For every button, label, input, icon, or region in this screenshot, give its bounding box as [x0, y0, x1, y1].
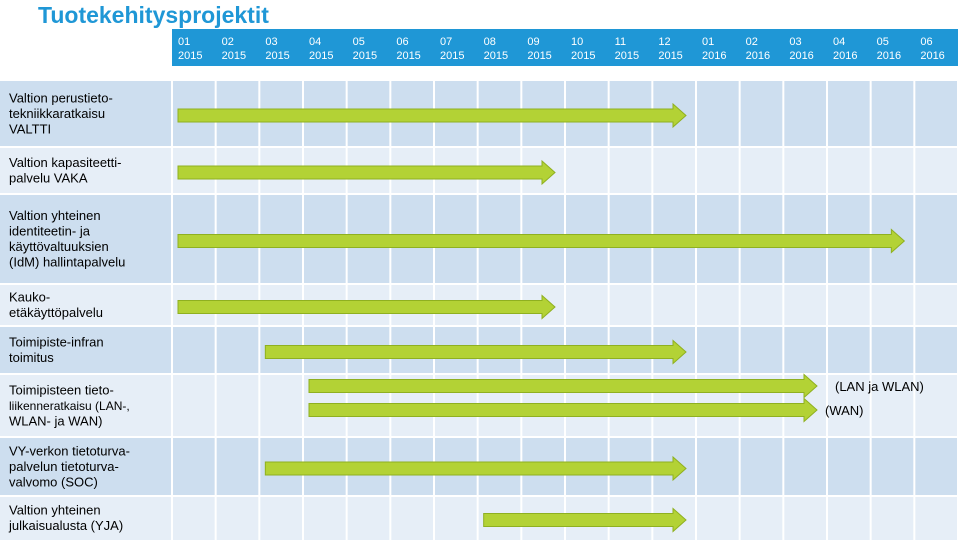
project-label-line: palvelu VAKA: [9, 171, 88, 186]
project-label-line: Kauko-: [9, 290, 50, 305]
month-label: 06: [920, 36, 932, 48]
project-label-line: toimitus: [9, 350, 54, 365]
year-label: 2016: [877, 50, 901, 62]
year-label: 2016: [789, 50, 813, 62]
month-label: 03: [265, 36, 277, 48]
year-label: 2015: [396, 50, 420, 62]
project-label-line: tekniikkaratkaisu: [9, 106, 105, 121]
timeline-header: 01 2015 02 2015 03 2015 04 2015 05 2015 06 2015 07 20…: [172, 29, 958, 66]
project-label-line: Toimipisteen tieto-: [9, 382, 114, 397]
project-labels: Valtion perustieto-tekniikkaratkaisuVALT…: [8, 90, 130, 533]
year-label: 2016: [702, 50, 726, 62]
project-label-line: etäkäyttöpalvelu: [9, 305, 103, 320]
project-arrow: [177, 294, 556, 320]
month-label: 02: [222, 36, 234, 48]
year-label: 2015: [527, 50, 551, 62]
project-arrow: [264, 339, 687, 365]
month-label: 04: [833, 36, 845, 48]
month-label: 12: [658, 36, 670, 48]
project-label-line: Valtion perustieto-: [9, 90, 113, 105]
project-label-line: (IdM) hallintapalvelu: [9, 255, 125, 270]
year-label: 2016: [746, 50, 770, 62]
project-label-line: WLAN- ja WAN): [9, 413, 102, 428]
year-label: 2015: [484, 50, 508, 62]
year-label: 2015: [615, 50, 639, 62]
header-band: [172, 29, 958, 66]
project-label-line: Valtion kapasiteetti-: [9, 155, 122, 170]
year-label: 2015: [222, 50, 246, 62]
year-label: 2016: [920, 50, 944, 62]
project-label-line: käyttövaltuuksien: [9, 239, 109, 254]
project-arrow: [308, 397, 818, 423]
month-label: 05: [353, 36, 365, 48]
year-label: 2015: [658, 50, 682, 62]
month-label: 09: [527, 36, 539, 48]
project-label-line: valvomo (SOC): [9, 474, 98, 489]
year-label: 2015: [309, 50, 333, 62]
month-label: 10: [571, 36, 583, 48]
year-label: 2015: [571, 50, 595, 62]
month-label: 07: [440, 36, 452, 48]
project-label-line: Valtion yhteinen: [9, 208, 101, 223]
project-label-line: VY-verkon tietoturva-: [9, 443, 130, 458]
arrow-label: (LAN ja WLAN): [835, 379, 924, 394]
project-label-line: VALTTI: [9, 121, 51, 136]
project-arrow: [177, 159, 556, 186]
page-title: Tuotekehitysprojektit: [38, 2, 269, 28]
month-label: 04: [309, 36, 321, 48]
row-background: [0, 496, 958, 540]
year-label: 2015: [440, 50, 464, 62]
month-label: 06: [396, 36, 408, 48]
month-label: 05: [877, 36, 889, 48]
month-label: 03: [789, 36, 801, 48]
project-label-line: identiteetin- ja: [9, 224, 91, 239]
project-arrow: [308, 373, 818, 399]
month-label: 08: [484, 36, 496, 48]
project-arrow: [483, 507, 687, 533]
project-label-line: Valtion yhteinen: [9, 503, 101, 518]
month-label: 11: [615, 36, 626, 48]
year-label: 2015: [265, 50, 289, 62]
project-arrows: (LAN ja WLAN) (WAN): [177, 102, 924, 533]
project-arrow: [177, 102, 687, 129]
year-label: 2015: [353, 50, 377, 62]
project-arrow: [264, 455, 687, 482]
year-label: 2015: [178, 50, 202, 62]
month-label: 02: [746, 36, 758, 48]
arrow-label: (WAN): [825, 403, 864, 418]
month-label: 01: [178, 36, 190, 48]
project-label-line: liikenneratkaisu (LAN-,: [9, 399, 130, 413]
project-arrow: [177, 228, 906, 254]
project-label-line: palvelun tietoturva-: [9, 459, 119, 474]
month-label: 01: [702, 36, 714, 48]
project-label-line: Toimipiste-infran: [9, 335, 104, 350]
year-label: 2016: [833, 50, 857, 62]
project-label-line: julkaisualusta (YJA): [8, 518, 123, 533]
